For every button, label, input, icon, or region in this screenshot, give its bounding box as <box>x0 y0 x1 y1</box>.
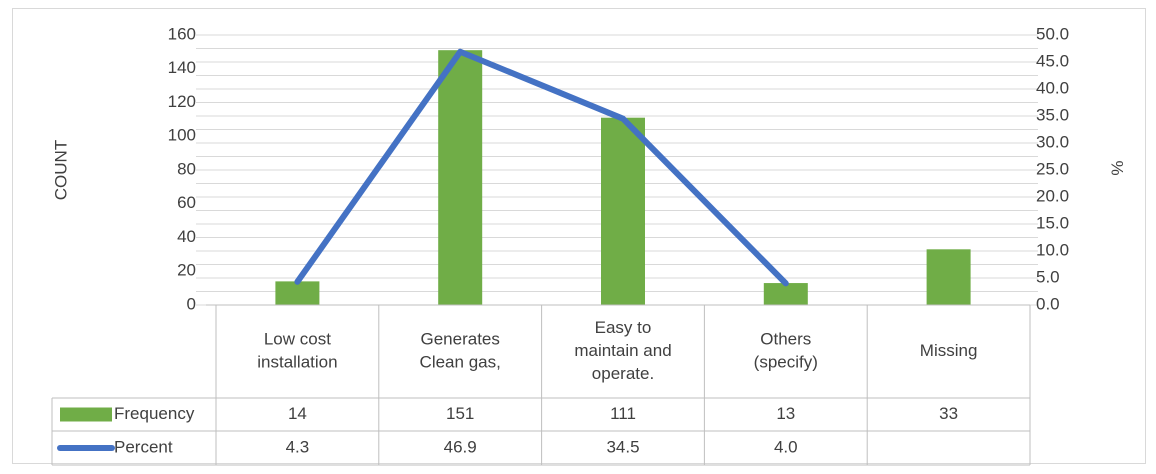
y-tick-label: 40 <box>177 227 196 246</box>
y-tick-label: 160 <box>168 24 196 43</box>
y-tick-label: 140 <box>168 58 196 77</box>
x-category-label: Easy to <box>595 318 652 337</box>
bar-frequency <box>763 283 808 305</box>
y2-tick-label: 5.0 <box>1036 267 1060 286</box>
bar-frequency <box>601 117 645 305</box>
legend-label-percent: Percent <box>114 437 173 456</box>
y-axis-title: COUNT <box>51 140 70 200</box>
x-category-label: maintain and <box>574 341 671 360</box>
y2-tick-label: 20.0 <box>1036 186 1069 205</box>
legend-key-frequency <box>60 407 112 422</box>
y-tick-label: 120 <box>168 92 196 111</box>
legend-label-frequency: Frequency <box>114 404 195 423</box>
table-value-percent: 46.9 <box>444 437 477 456</box>
table-value-percent: 4.3 <box>286 437 310 456</box>
x-category-label: Low cost <box>264 329 331 348</box>
y2-tick-label: 40.0 <box>1036 78 1069 97</box>
x-category-label: Others <box>760 329 811 348</box>
table-value-percent: 34.5 <box>606 437 639 456</box>
y2-tick-label: 15.0 <box>1036 213 1069 232</box>
table-value-frequency: 13 <box>776 404 795 423</box>
y2-axis-title: % <box>1108 160 1127 175</box>
x-category-label: Clean gas, <box>420 352 501 371</box>
y-tick-label: 60 <box>177 193 196 212</box>
bar-frequency <box>275 281 320 305</box>
table-value-frequency: 111 <box>610 404 636 423</box>
table-value-frequency: 33 <box>939 404 958 423</box>
table-value-frequency: 14 <box>288 404 307 423</box>
y-tick-label: 20 <box>177 261 196 280</box>
y2-tick-label: 45.0 <box>1036 51 1069 70</box>
y2-tick-label: 35.0 <box>1036 105 1069 124</box>
y-tick-label: 0 <box>187 294 196 313</box>
y2-tick-label: 25.0 <box>1036 159 1069 178</box>
x-category-label: installation <box>257 352 337 371</box>
table-value-frequency: 151 <box>446 404 474 423</box>
x-category-label: Missing <box>920 341 978 360</box>
y2-tick-label: 30.0 <box>1036 132 1069 151</box>
x-category-label: Generates <box>421 329 500 348</box>
y2-tick-label: 10.0 <box>1036 240 1069 259</box>
chart-frame <box>12 8 1146 464</box>
x-category-label: (specify) <box>754 352 818 371</box>
line-percent <box>294 48 789 287</box>
x-category-label: operate. <box>592 364 654 383</box>
bar-frequency <box>926 249 971 305</box>
y2-tick-label: 0.0 <box>1036 294 1060 313</box>
y-tick-label: 80 <box>177 159 196 178</box>
table-value-percent: 4.0 <box>774 437 798 456</box>
bar-frequency <box>438 50 483 305</box>
y-tick-label: 100 <box>168 126 196 145</box>
y2-tick-label: 50.0 <box>1036 24 1069 43</box>
